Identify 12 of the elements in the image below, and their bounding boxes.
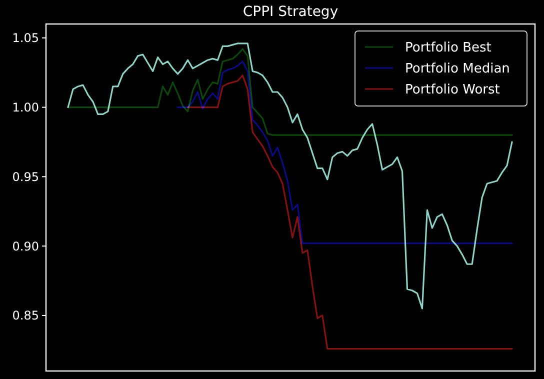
line-series xyxy=(67,42,513,310)
legend-label: Portfolio Best xyxy=(405,40,492,56)
line-series xyxy=(186,74,513,350)
y-tick-label: 1.00 xyxy=(12,100,39,114)
y-tick-label: 0.95 xyxy=(12,170,39,184)
legend-label: Portfolio Worst xyxy=(405,82,500,98)
y-tick-label: 0.90 xyxy=(12,239,39,254)
y-tick-label: 0.85 xyxy=(12,308,39,323)
line-series xyxy=(176,60,513,244)
legend-label: Portfolio Median xyxy=(405,62,510,77)
y-tick-label: 1.05 xyxy=(12,31,39,46)
chart-title: CPPI Strategy xyxy=(242,4,338,20)
